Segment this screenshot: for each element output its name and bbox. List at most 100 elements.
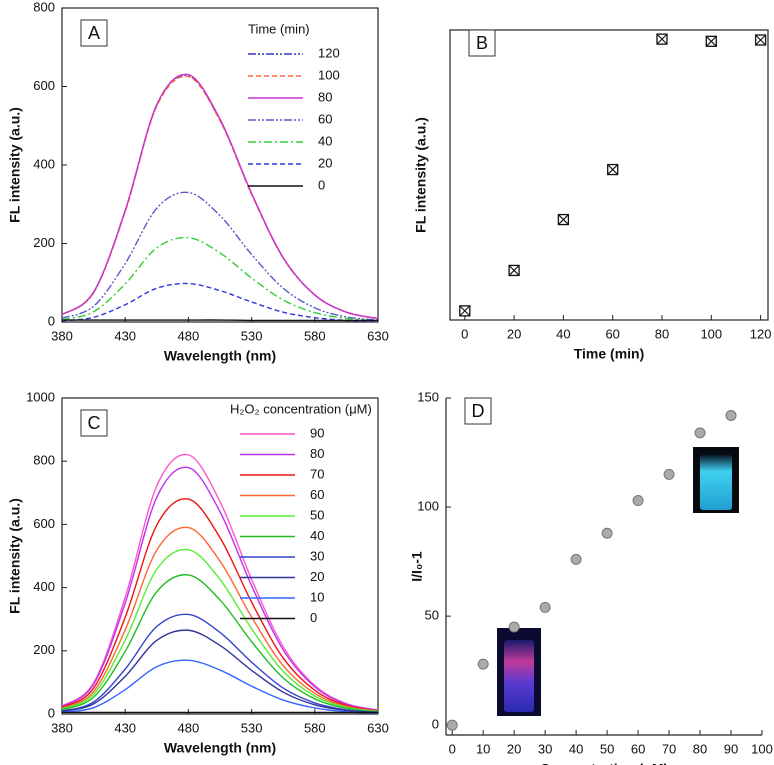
- panel-label: C: [88, 413, 101, 433]
- series-line: [61, 466, 379, 711]
- x-tick-label: 100: [751, 741, 773, 756]
- x-tick-label: 580: [304, 720, 326, 735]
- x-tick-label: 40: [556, 326, 570, 341]
- x-tick-label: 60: [631, 741, 645, 756]
- panel-label-box: [80, 19, 108, 47]
- y-tick-label: 100: [417, 498, 439, 513]
- x-tick-label: 20: [507, 326, 521, 341]
- panel-label-box: [468, 29, 496, 57]
- legend-label: 20: [310, 569, 324, 584]
- x-tick-label: 530: [241, 720, 263, 735]
- legend-label: 40: [310, 528, 324, 543]
- legend-label: 120: [318, 45, 340, 60]
- x-tick-label: 430: [114, 720, 136, 735]
- data-point: [508, 264, 520, 277]
- data-point: [446, 719, 458, 731]
- data-point: [570, 553, 582, 565]
- y-axis-label: I/I₀-1: [409, 551, 425, 582]
- series-line: [61, 629, 379, 714]
- series-line: [61, 73, 379, 320]
- x-tick-label: 0: [449, 741, 456, 756]
- legend-title: Time (min): [248, 21, 310, 36]
- legend-label: 50: [310, 507, 324, 522]
- plot-frame: [61, 397, 379, 715]
- data-point: [477, 658, 489, 670]
- x-tick-label: 60: [605, 326, 619, 341]
- x-tick-label: 630: [367, 720, 389, 735]
- data-point: [601, 527, 613, 539]
- series-line: [61, 236, 379, 322]
- series-line: [61, 613, 379, 714]
- data-point: [539, 601, 551, 613]
- y-tick-label: 1000: [26, 389, 55, 404]
- x-tick-label: 10: [476, 741, 490, 756]
- x-axis-label: Wavelength (nm): [164, 740, 276, 756]
- x-tick-label: 20: [507, 741, 521, 756]
- x-tick-label: 380: [51, 720, 73, 735]
- legend-label: 0: [318, 177, 325, 192]
- x-tick-label: 80: [655, 326, 669, 341]
- x-tick-label: 30: [538, 741, 552, 756]
- legend-label: 10: [310, 589, 324, 604]
- y-tick-label: 0: [48, 313, 55, 328]
- y-tick-label: 400: [33, 579, 55, 594]
- data-point: [632, 495, 644, 507]
- legend-label: 80: [310, 446, 324, 461]
- legend-label: 40: [318, 133, 332, 148]
- y-tick-label: 800: [33, 0, 55, 14]
- x-tick-label: 430: [114, 328, 136, 343]
- legend-label: 20: [318, 155, 332, 170]
- x-tick-label: 530: [241, 328, 263, 343]
- y-tick-label: 600: [33, 78, 55, 93]
- marker-cross: [755, 34, 766, 46]
- legend-label: 80: [318, 89, 332, 104]
- x-tick-label: 380: [51, 328, 73, 343]
- y-tick-label: 800: [33, 453, 55, 468]
- x-tick-label: 50: [600, 741, 614, 756]
- x-tick-label: 90: [724, 741, 738, 756]
- series-line: [61, 526, 379, 712]
- series-line: [61, 498, 379, 712]
- x-axis-label: Time (min): [574, 346, 645, 362]
- panel-label: A: [88, 23, 100, 43]
- y-tick-label: 0: [432, 717, 439, 732]
- legend-label: 60: [318, 111, 332, 126]
- x-tick-label: 630: [367, 328, 389, 343]
- x-tick-label: 100: [700, 326, 722, 341]
- series-line: [61, 548, 379, 713]
- data-point: [754, 34, 767, 46]
- marker-cross: [459, 305, 471, 317]
- data-point: [694, 427, 706, 439]
- marker-cross: [558, 214, 569, 225]
- legend-label: 30: [310, 548, 324, 563]
- legend-label: 100: [318, 67, 340, 82]
- y-axis-label: FL intensity (a.u.): [7, 498, 23, 614]
- panel-label: B: [476, 33, 488, 53]
- vial-inset: [700, 455, 732, 510]
- legend-title: H₂O₂ concentration (μM): [230, 401, 372, 416]
- y-axis-label: FL intensity (a.u.): [7, 107, 23, 223]
- data-point: [508, 621, 520, 633]
- panel-label-box: [80, 409, 108, 437]
- x-tick-label: 70: [662, 741, 676, 756]
- y-tick-label: 200: [33, 235, 55, 250]
- x-tick-label: 480: [178, 720, 200, 735]
- x-tick-label: 480: [178, 328, 200, 343]
- marker-cross: [705, 35, 717, 47]
- data-point: [705, 35, 717, 47]
- vial-inset: [504, 640, 534, 712]
- x-tick-label: 120: [750, 326, 772, 341]
- plot-frame: [449, 29, 769, 321]
- y-tick-label: 0: [48, 705, 55, 720]
- data-point: [656, 33, 668, 45]
- y-tick-label: 600: [33, 516, 55, 531]
- x-tick-label: 80: [693, 741, 707, 756]
- data-point: [557, 213, 570, 226]
- panel-label-box: [464, 397, 492, 425]
- series-line: [61, 191, 379, 321]
- x-axis-label: Wavelength (nm): [164, 348, 276, 364]
- y-axis-label: FL intensity (a.u.): [413, 117, 429, 233]
- series-line: [61, 282, 379, 323]
- x-tick-label: 0: [461, 326, 468, 341]
